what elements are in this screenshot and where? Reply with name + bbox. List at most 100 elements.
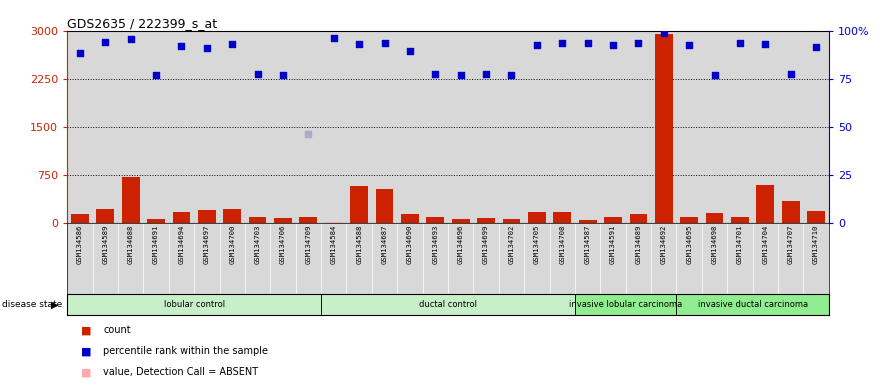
Bar [630,214,647,223]
Point [530,42,544,48]
Text: GSM134689: GSM134689 [635,225,642,264]
Text: GSM134704: GSM134704 [762,225,769,264]
Text: GDS2635 / 222399_s_at: GDS2635 / 222399_s_at [67,17,218,30]
Text: GSM134697: GSM134697 [203,225,210,264]
Bar [347,31,372,223]
Point [682,42,696,48]
Point [556,40,570,46]
Bar [524,31,549,223]
Bar [375,189,393,223]
Text: GSM134700: GSM134700 [229,225,236,264]
Point [73,50,87,56]
Bar [168,31,194,223]
Bar [194,31,220,223]
Text: GSM134688: GSM134688 [127,225,134,264]
Bar [503,219,521,223]
Text: ductal control: ductal control [419,300,477,309]
Text: GSM134702: GSM134702 [508,225,514,264]
Point [478,71,493,77]
Bar [350,185,368,223]
Text: ■: ■ [81,367,91,377]
Text: GSM134588: GSM134588 [356,225,362,264]
Point [809,44,823,50]
Text: percentile rank within the sample: percentile rank within the sample [103,346,268,356]
Point [453,72,468,78]
Point [657,30,671,36]
Bar [401,214,418,223]
Bar [706,213,723,223]
Text: GSM134690: GSM134690 [407,225,413,264]
Text: ■: ■ [81,325,91,335]
Bar [271,31,296,223]
Bar [731,217,749,223]
Text: GSM134587: GSM134587 [584,225,590,264]
Point [149,72,163,78]
Bar [249,217,266,223]
Bar [549,31,575,223]
Point [251,71,265,77]
Text: GSM134701: GSM134701 [737,225,743,264]
Bar [372,31,397,223]
Bar [97,209,114,223]
Bar [122,177,140,223]
Bar [274,218,292,223]
Bar [321,294,575,315]
Text: GSM134692: GSM134692 [660,225,667,264]
Point [581,40,595,46]
Bar [728,31,753,223]
Bar [452,218,470,223]
Bar [651,31,676,223]
Bar [448,31,473,223]
Bar [173,212,190,223]
Bar [478,218,495,223]
Bar [782,201,799,223]
Bar [807,211,825,223]
Text: count: count [103,325,131,335]
Text: GSM134707: GSM134707 [788,225,794,264]
Point [708,72,722,78]
Text: invasive ductal carcinoma: invasive ductal carcinoma [698,300,807,309]
Text: disease state: disease state [2,300,62,309]
Point [276,72,290,78]
Bar [625,31,651,223]
Point [733,40,747,46]
Bar [397,31,423,223]
Bar [702,31,728,223]
Point [99,39,113,45]
Point [606,42,620,48]
Point [327,35,341,41]
Bar [223,209,241,223]
Bar [67,294,321,315]
Bar [579,220,597,223]
Text: GSM134584: GSM134584 [331,225,337,264]
Bar [245,31,271,223]
Bar [423,31,448,223]
Text: invasive lobular carcinoma: invasive lobular carcinoma [569,300,683,309]
Text: GSM134591: GSM134591 [610,225,616,264]
Bar [804,31,829,223]
Point [301,131,315,137]
Text: GSM134586: GSM134586 [77,225,83,264]
Text: GSM134696: GSM134696 [458,225,464,264]
Text: value, Detection Call = ABSENT: value, Detection Call = ABSENT [103,367,258,377]
Bar [473,31,499,223]
Text: ■: ■ [81,346,91,356]
Text: GSM134691: GSM134691 [153,225,159,264]
Bar [147,219,165,223]
Bar [575,294,676,315]
Bar [321,31,347,223]
Bar [325,222,342,223]
Bar [676,31,702,223]
Bar [426,217,444,223]
Point [758,41,772,47]
Bar [118,31,143,223]
Bar [143,31,168,223]
Bar [756,185,774,223]
Point [124,36,138,42]
Text: GSM134694: GSM134694 [178,225,185,264]
Bar [676,294,829,315]
Point [783,71,798,77]
Point [403,48,418,54]
Text: GSM134705: GSM134705 [534,225,540,264]
Point [631,40,645,46]
